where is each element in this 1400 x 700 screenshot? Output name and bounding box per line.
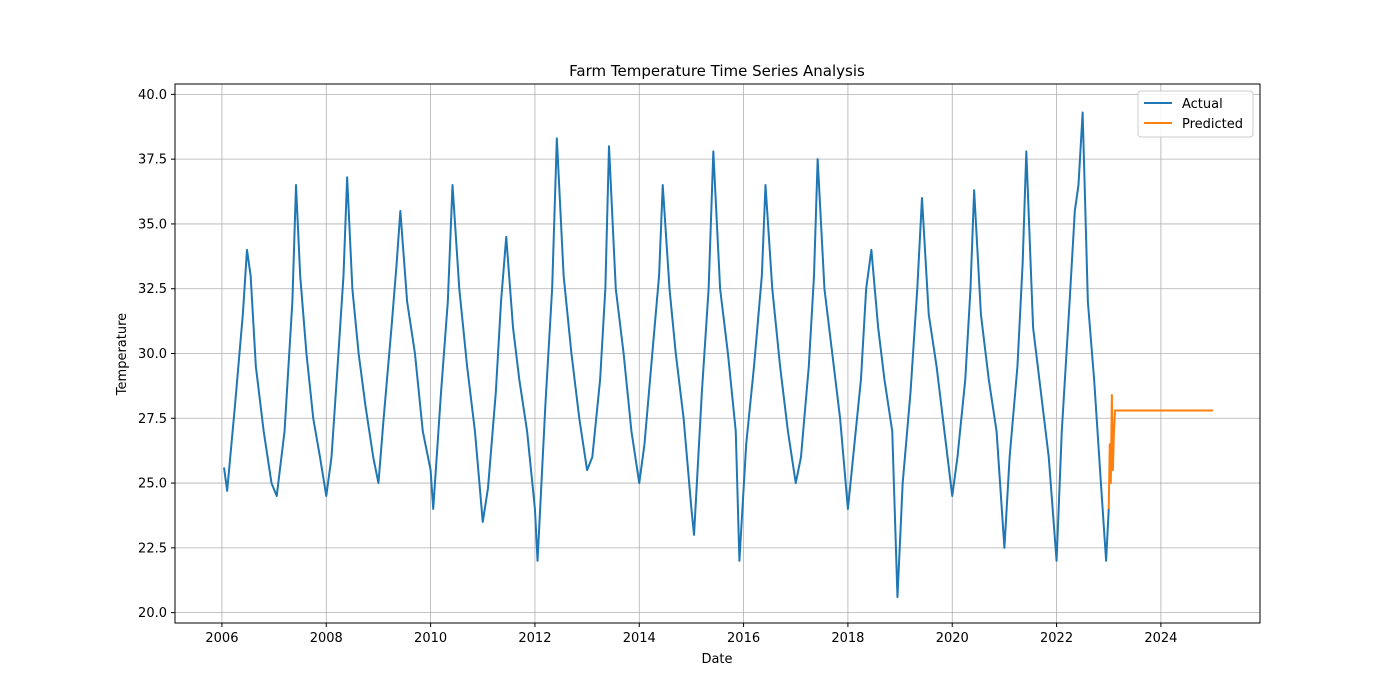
y-tick-label: 22.5 <box>138 541 167 556</box>
x-tick-label: 2016 <box>727 631 760 646</box>
y-tick-label: 27.5 <box>138 412 167 427</box>
y-tick-label: 40.0 <box>138 88 167 103</box>
x-tick-label: 2008 <box>310 631 343 646</box>
y-axis-label: Temperature <box>115 313 130 396</box>
y-tick-label: 37.5 <box>138 153 167 168</box>
legend-label-predicted: Predicted <box>1182 117 1243 132</box>
y-tick-label: 25.0 <box>138 477 167 492</box>
legend: Actual Predicted <box>1137 90 1254 138</box>
chart-title: Farm Temperature Time Series Analysis <box>569 62 865 80</box>
x-tick-label: 2020 <box>936 631 969 646</box>
x-tick-label: 2006 <box>205 631 238 646</box>
x-tick-label: 2022 <box>1040 631 1073 646</box>
legend-label-actual: Actual <box>1182 97 1223 112</box>
series-line-predicted <box>1107 393 1214 509</box>
x-tick-label: 2018 <box>831 631 864 646</box>
y-tick-label: 30.0 <box>138 347 167 362</box>
axis-ticks: 2006 2008 2010 2012 2014 2016 2018 2020 2022 2024… <box>138 88 1177 646</box>
series-layer <box>223 111 1214 599</box>
series-line-actual <box>223 111 1110 599</box>
x-tick-label: 2014 <box>623 631 656 646</box>
y-tick-label: 35.0 <box>138 217 167 232</box>
x-tick-label: 2024 <box>1144 631 1177 646</box>
y-tick-label: 32.5 <box>138 282 167 297</box>
x-axis-label: Date <box>701 652 732 667</box>
y-tick-label: 20.0 <box>138 606 167 621</box>
x-tick-label: 2012 <box>518 631 551 646</box>
x-tick-label: 2010 <box>414 631 447 646</box>
